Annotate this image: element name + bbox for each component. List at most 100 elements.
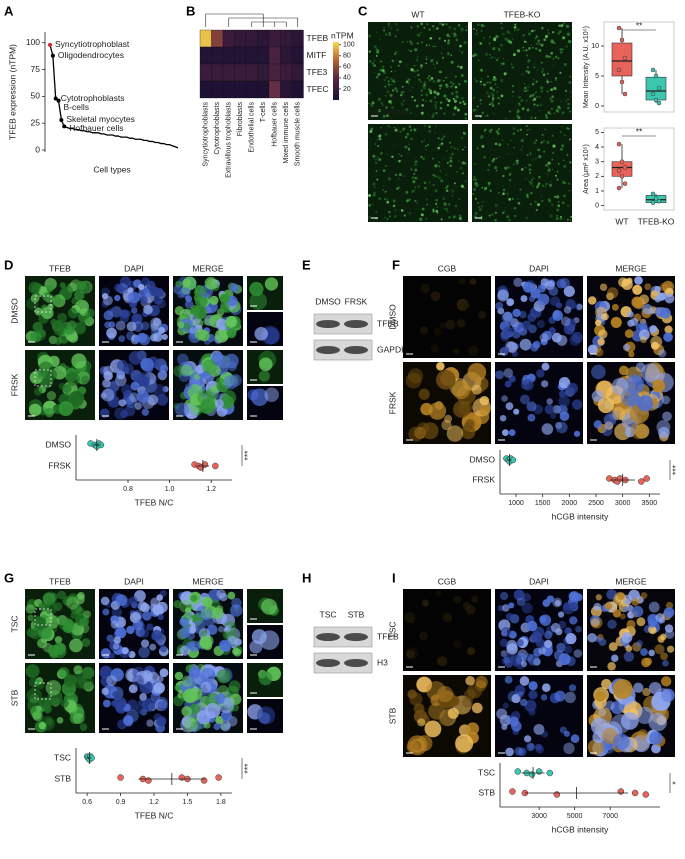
cell (213, 722, 221, 731)
cell (226, 328, 237, 339)
cell (159, 644, 168, 653)
cell (375, 48, 378, 50)
row-label: TSC (9, 616, 19, 633)
cell (400, 209, 404, 212)
cell (522, 46, 525, 49)
cell (44, 601, 58, 615)
cell (506, 192, 509, 196)
cell (76, 280, 86, 291)
cell (394, 87, 398, 91)
cell (135, 671, 150, 685)
cell (538, 48, 542, 52)
cell (106, 634, 114, 642)
cell (525, 99, 528, 102)
cell (442, 612, 453, 623)
cell (385, 95, 387, 97)
cell (141, 698, 156, 712)
cell (526, 133, 528, 136)
cell (420, 94, 423, 97)
cell (383, 216, 386, 219)
cell (426, 203, 429, 206)
x-tick-label: 7000 (602, 813, 618, 820)
cell (436, 656, 448, 667)
column-header: TFEB (49, 576, 71, 586)
cell (44, 407, 55, 418)
cell (599, 283, 608, 291)
cell (435, 27, 439, 30)
cell (519, 128, 523, 132)
cell (526, 742, 535, 752)
cell (557, 205, 560, 208)
panel-letter: F (392, 257, 400, 272)
x-tick-label: 3000 (615, 500, 631, 507)
cell (445, 208, 448, 211)
cell (533, 29, 536, 32)
point (653, 97, 659, 103)
heat-cell (211, 63, 224, 82)
cell (425, 44, 428, 46)
cell (413, 128, 417, 132)
cell (369, 130, 373, 133)
cell (516, 111, 519, 114)
cell (78, 675, 94, 690)
cell (466, 41, 468, 44)
cell (386, 114, 389, 118)
cell (523, 40, 526, 43)
cell (70, 612, 78, 620)
cell (458, 198, 460, 200)
cell (209, 384, 219, 393)
cell (412, 69, 416, 73)
cell (223, 696, 235, 707)
cell (471, 384, 482, 395)
cell (623, 651, 635, 662)
cell (500, 79, 504, 82)
cell (220, 710, 232, 722)
cell (640, 592, 648, 599)
heat-cell (268, 46, 281, 65)
cell (561, 48, 564, 51)
cell (217, 626, 225, 633)
cell (477, 23, 480, 27)
cell (460, 27, 464, 31)
cell (474, 178, 477, 181)
cell (556, 421, 568, 434)
cell (619, 613, 626, 620)
cell (67, 282, 78, 293)
cell (389, 34, 392, 36)
cell (130, 307, 138, 314)
cell (49, 649, 59, 659)
cell (75, 606, 85, 617)
y-tick-label: 0 (595, 103, 599, 110)
cell (507, 166, 510, 169)
cell (514, 747, 524, 756)
cell (394, 22, 398, 26)
cell (439, 144, 442, 147)
cell (427, 144, 430, 146)
x-axis-label: Cell types (93, 164, 130, 174)
cell (560, 215, 562, 218)
cell (423, 81, 427, 85)
cell (406, 132, 410, 136)
cell (73, 321, 86, 335)
cell (230, 604, 243, 617)
x-tick-label: 0.9 (116, 799, 126, 806)
cell (455, 95, 459, 99)
cell (428, 129, 432, 133)
cell (203, 318, 211, 326)
point (619, 79, 625, 85)
cell (129, 596, 138, 605)
cell (506, 643, 518, 655)
cell (502, 192, 505, 196)
cell (427, 113, 429, 115)
cell (387, 177, 391, 181)
cell (220, 720, 231, 732)
column-label: Smooth muscle cells (295, 102, 302, 167)
cell (250, 388, 269, 407)
significance: ** (636, 126, 643, 136)
cell (407, 81, 410, 85)
cell (227, 361, 238, 372)
cell (445, 22, 448, 26)
cell (389, 77, 393, 80)
cell (182, 625, 191, 634)
cell (140, 296, 148, 304)
